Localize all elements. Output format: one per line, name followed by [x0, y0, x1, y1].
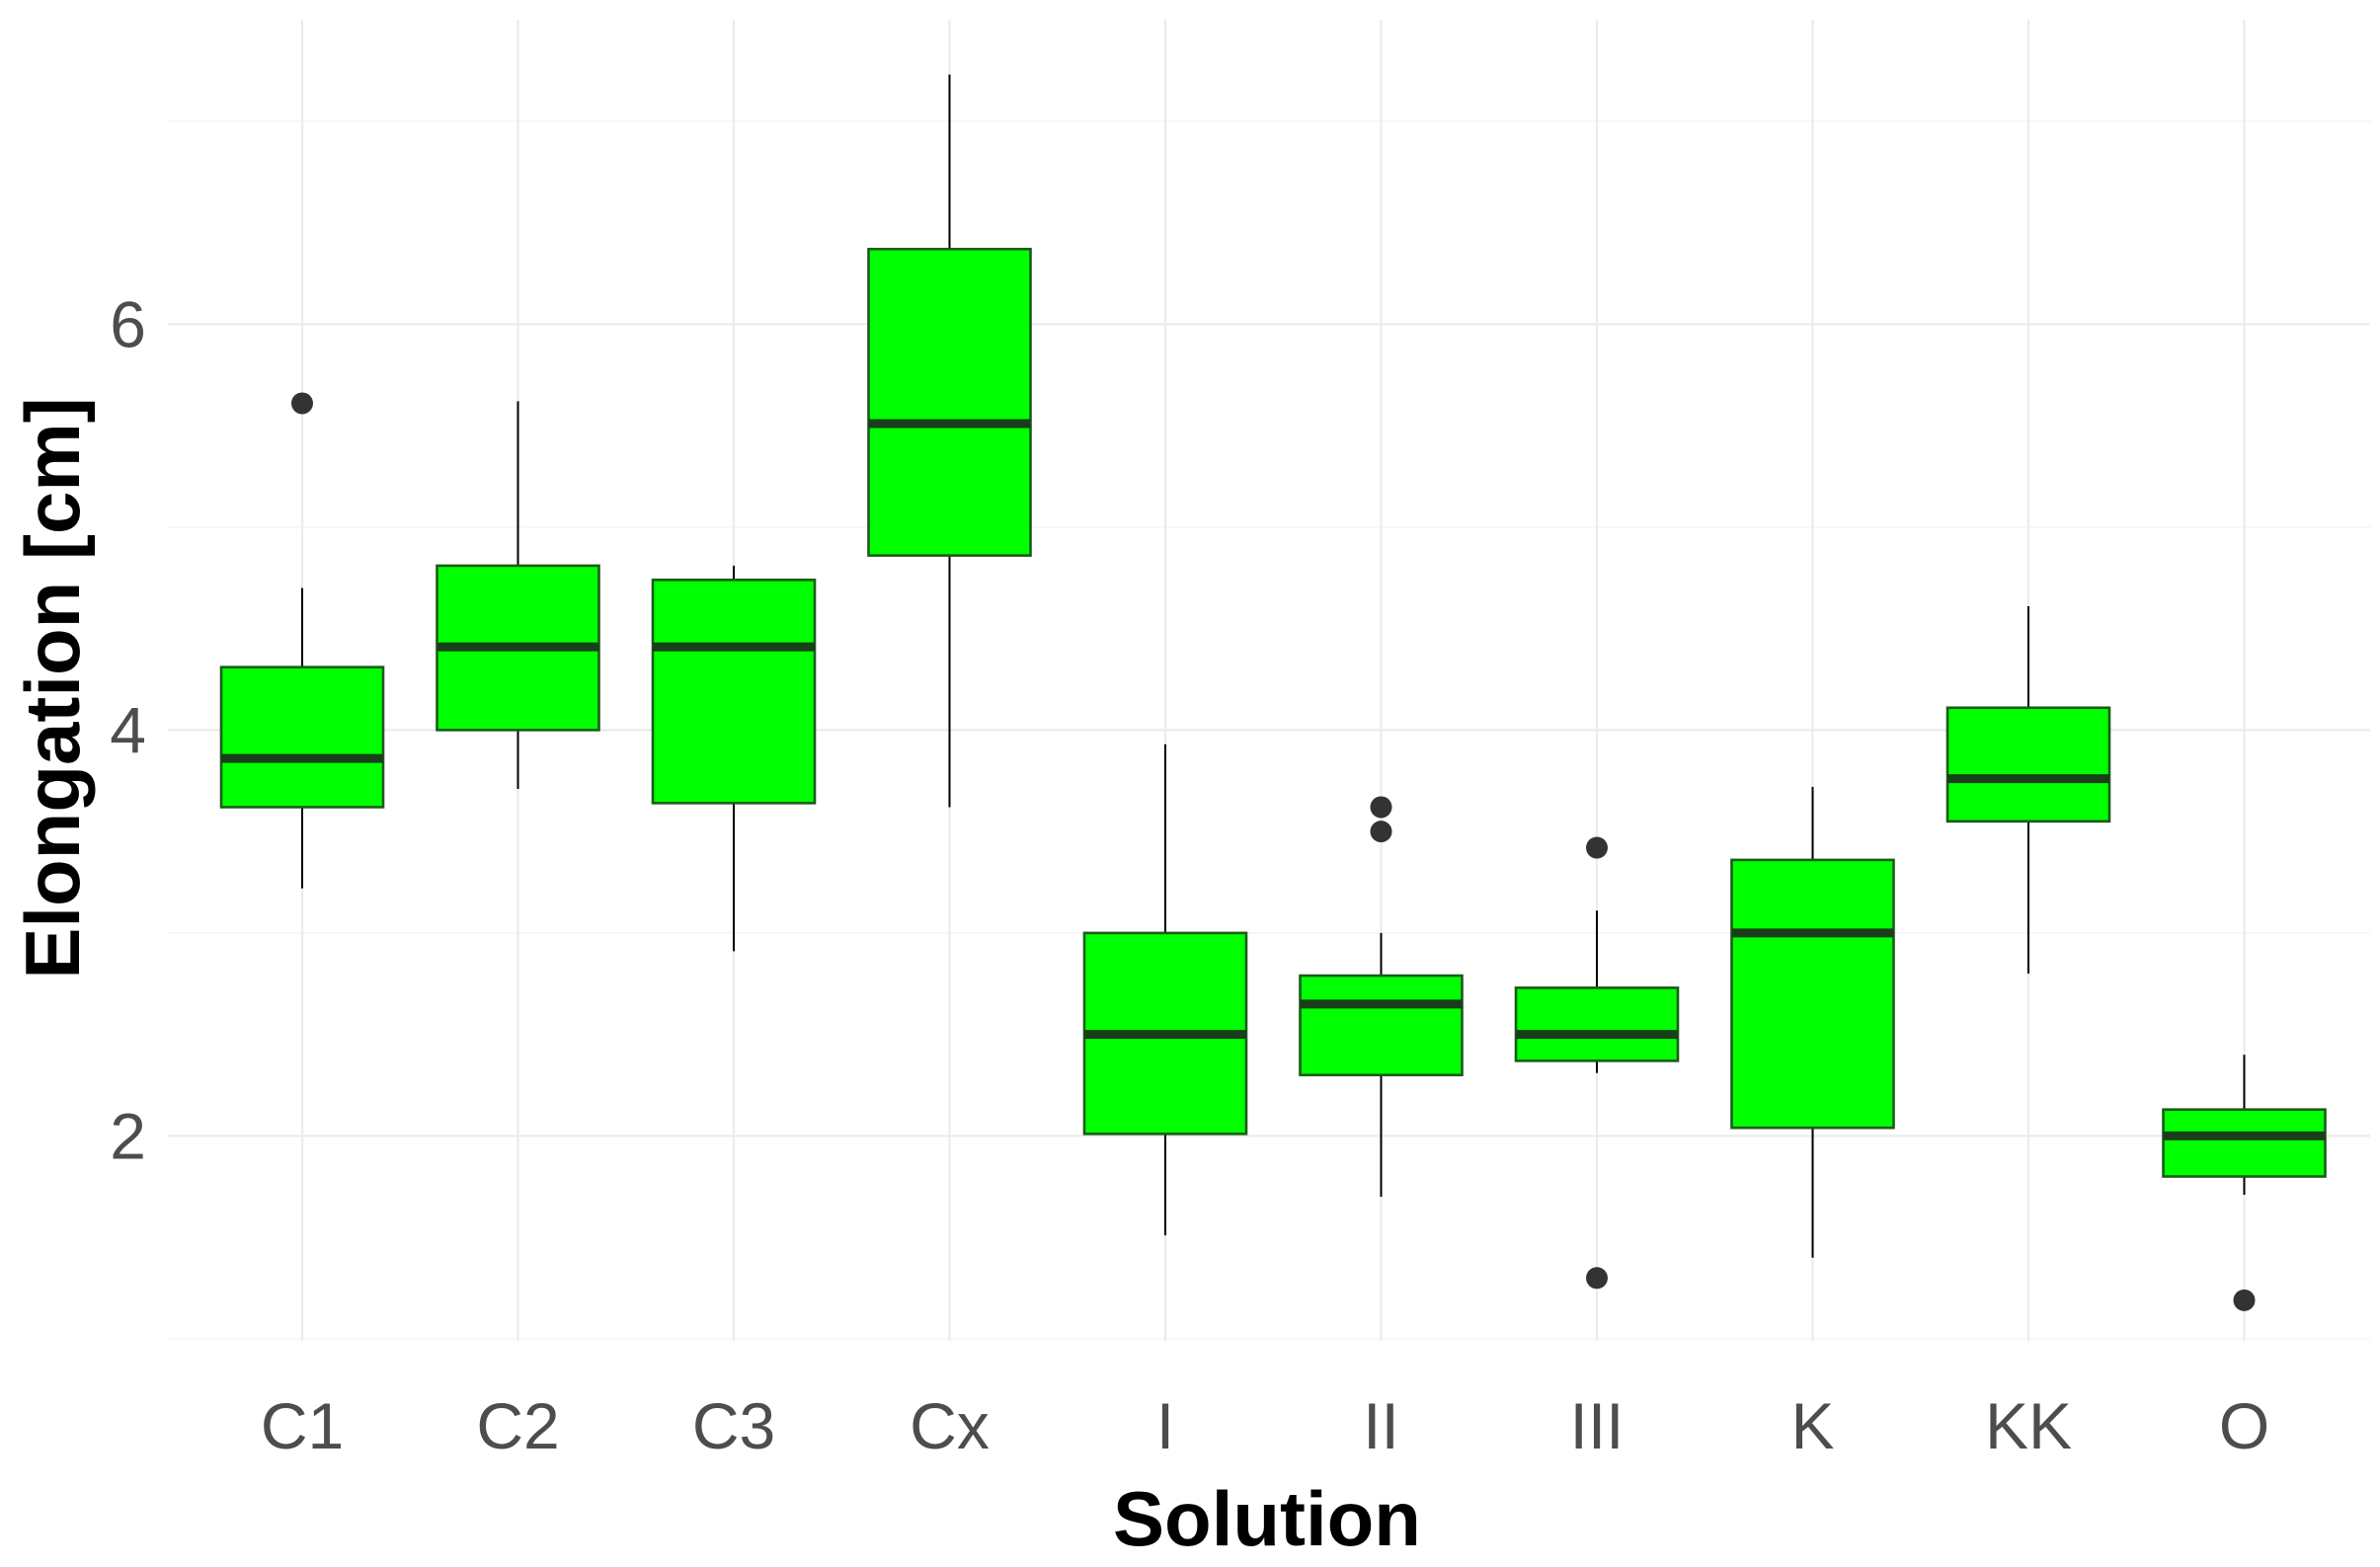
box-iqr — [2162, 1108, 2327, 1178]
x-tick-label: KK — [1985, 1389, 2072, 1462]
boxplot-series — [219, 74, 2327, 1311]
outlier-point — [2233, 1289, 2256, 1311]
x-tick-label: C2 — [476, 1389, 559, 1462]
x-axis-tick-labels: C1 C2 C3 Cx I II III K KK O — [261, 1389, 2269, 1462]
box-c1 — [219, 392, 385, 889]
outlier-point — [1370, 821, 1392, 843]
x-tick-label: O — [2219, 1389, 2269, 1462]
x-tick-label: C1 — [261, 1389, 344, 1462]
x-tick-label: II — [1363, 1389, 1399, 1462]
box-iqr — [1945, 706, 2111, 823]
box-c3 — [651, 565, 817, 952]
x-tick-label: Cx — [910, 1389, 990, 1462]
box-c2 — [436, 401, 600, 789]
box-o — [2162, 1055, 2327, 1311]
box-cx — [867, 74, 1032, 808]
box-i — [1082, 744, 1248, 1236]
y-axis-title: Elongation [cm] — [9, 397, 96, 979]
box-iii — [1514, 836, 1680, 1290]
x-tick-label: K — [1790, 1389, 1834, 1462]
x-tick-label: C3 — [692, 1389, 775, 1462]
x-tick-label: III — [1569, 1389, 1624, 1462]
y-tick-label: 6 — [110, 287, 146, 360]
box-iqr — [1730, 858, 1895, 1130]
y-tick-label: 2 — [110, 1099, 146, 1172]
outlier-point — [1370, 796, 1392, 819]
outlier-point — [1586, 836, 1608, 859]
outlier-point — [291, 392, 313, 415]
outlier-point — [1586, 1267, 1608, 1290]
y-tick-label: 4 — [110, 693, 146, 766]
y-axis-tick-labels: 2 4 6 — [110, 287, 146, 1172]
x-tick-label: I — [1156, 1389, 1174, 1462]
box-iqr — [651, 578, 817, 805]
box-kk — [1945, 605, 2111, 974]
x-axis-title: Solution — [1113, 1475, 1421, 1562]
box-ii — [1299, 796, 1464, 1198]
box-iqr — [1299, 974, 1464, 1077]
box-iqr — [867, 247, 1032, 557]
box-k — [1730, 786, 1895, 1258]
box-iqr — [1514, 986, 1680, 1062]
box-iqr — [219, 666, 385, 809]
